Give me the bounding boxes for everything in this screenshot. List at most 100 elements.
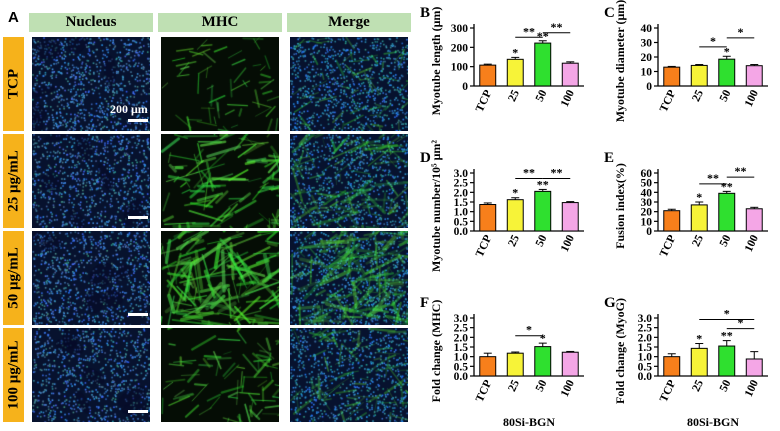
x-tick-label: 25: [506, 233, 522, 249]
panel-letter: F: [420, 295, 429, 311]
micrograph-nucleus-row-3: [32, 231, 150, 325]
x-axis-label: 80Si-BGN: [687, 415, 739, 429]
significance-mark: *: [696, 332, 702, 346]
y-tick-label: 40: [641, 23, 653, 35]
y-tick-label: 30: [641, 197, 653, 209]
micrograph-merge-row-1: [290, 37, 408, 131]
significance-mark: *: [696, 190, 702, 204]
chart-g-fold-change-myog: G 0.00.51.01.52.02.53.0 Fold change (MyoG)…: [604, 295, 768, 429]
bar: [663, 66, 681, 87]
y-tick-label: 40: [641, 187, 653, 199]
y-tick-label: 0.0: [454, 371, 469, 383]
bracket-label: **: [735, 164, 747, 178]
x-tick-label: 25: [690, 233, 706, 249]
y-tick-label: 0: [646, 226, 652, 238]
column-header-merge: Merge: [287, 13, 411, 32]
micrograph-mhc-row-2: [161, 134, 279, 228]
micrograph-nucleus-row-2: [32, 134, 150, 228]
bar: [745, 208, 763, 232]
bar: [479, 356, 497, 377]
y-axis-label: Myotube diameter (μm): [613, 0, 627, 122]
scale-bar: [128, 410, 148, 413]
row-label-25-text: 25 μg/mL: [5, 150, 21, 212]
y-axis-label: Fold change (MHC): [429, 300, 443, 403]
y-tick-label: 2.5: [454, 323, 469, 335]
row-label-100-text: 100 μg/mL: [5, 340, 21, 410]
bar: [690, 347, 708, 377]
significance-mark: *: [512, 45, 518, 59]
bar: [561, 62, 579, 87]
bracket-label: *: [738, 316, 744, 330]
y-axis-label: Fusion index(%): [613, 163, 627, 249]
row-label-50: 50 μg/mL: [3, 231, 24, 325]
bar: [663, 356, 681, 377]
y-tick-label: 3.0: [638, 313, 653, 325]
y-tick-label: 20: [641, 207, 653, 219]
micrograph-nucleus-row-1: [32, 37, 150, 131]
significance-mark: *: [724, 44, 730, 58]
micrograph-mhc-row-3: [161, 231, 279, 325]
bar: [534, 190, 552, 232]
x-tick-label: 50: [534, 378, 550, 394]
bar: [479, 64, 497, 87]
y-axis-label: Myotube length (μm): [429, 7, 443, 116]
bar: [506, 199, 524, 232]
bracket-label: *: [710, 34, 716, 48]
y-tick-label: 10: [641, 67, 653, 79]
bar: [718, 345, 736, 377]
chart-d-myotube-number: D 0.00.51.01.52.02.53.0 Myotube number/10⁵…: [420, 140, 584, 272]
micrograph-merge-row-4: [290, 328, 408, 422]
x-tick-label: TCP: [658, 88, 679, 114]
bar: [690, 64, 708, 87]
y-tick-label: 1.0: [638, 352, 653, 364]
chart-f-fold-change-mhc: F 0.00.51.01.52.02.53.0 Fold change (MHC) T…: [420, 295, 584, 429]
significance-mark: *: [512, 186, 518, 200]
bar: [718, 192, 736, 232]
y-tick-label: 30: [641, 38, 653, 50]
bar: [663, 210, 681, 232]
x-tick-label: 50: [718, 88, 734, 104]
y-tick-label: 300: [451, 23, 469, 35]
x-tick-label: 50: [534, 88, 550, 104]
x-tick-label: 25: [506, 378, 522, 394]
bar: [506, 352, 524, 377]
row-label-50-text: 50 μg/mL: [5, 247, 21, 309]
row-label-tcp-text: TCP: [5, 69, 21, 99]
x-axis-label: 80Si-BGN: [503, 415, 555, 429]
y-tick-label: 0.5: [454, 216, 469, 228]
x-tick-label: 100: [559, 378, 577, 399]
bar: [479, 204, 497, 232]
y-tick-label: 0.0: [638, 371, 653, 383]
column-header-nucleus: Nucleus: [29, 13, 153, 32]
bar: [534, 346, 552, 377]
micrograph-mhc-row-1: [161, 37, 279, 131]
scale-bar-label: 200 μm: [110, 102, 148, 116]
chart-c-myotube-diameter: C 0 10 20 30 40 Myotube diameter (μm) TCP 25 * 50 1…: [604, 0, 768, 122]
x-tick-label: 100: [743, 233, 761, 254]
x-tick-label: 25: [506, 88, 522, 104]
y-tick-label: 1.0: [454, 207, 469, 219]
column-header-mhc: MHC: [158, 13, 282, 32]
bar: [534, 42, 552, 87]
bar: [506, 58, 524, 87]
bracket-label: *: [724, 306, 730, 320]
x-tick-label: 25: [690, 88, 706, 104]
row-label-tcp: TCP: [3, 37, 24, 131]
bracket-label: **: [551, 20, 563, 34]
y-tick-label: 20: [641, 52, 653, 64]
y-tick-label: 2.5: [454, 178, 469, 190]
bar: [745, 358, 763, 377]
bracket-label: **: [523, 165, 535, 179]
scale-bar: [128, 216, 148, 219]
x-tick-label: TCP: [658, 378, 679, 404]
y-tick-label: 0.5: [638, 361, 653, 373]
bracket-label: **: [551, 165, 563, 179]
bracket-label: **: [707, 171, 719, 185]
x-tick-label: 50: [718, 233, 734, 249]
panel-letter: G: [604, 295, 616, 311]
x-tick-label: 50: [718, 378, 734, 394]
x-tick-label: 100: [743, 88, 761, 109]
bar: [561, 351, 579, 377]
y-tick-label: 3.0: [454, 168, 469, 180]
